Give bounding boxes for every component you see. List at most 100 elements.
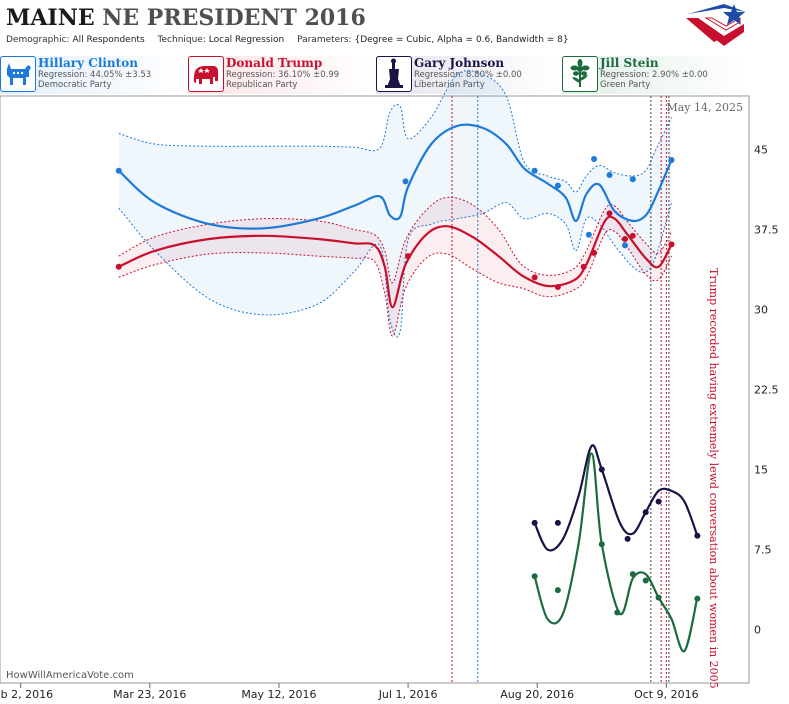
poll-points [115, 155, 701, 616]
poll-point [629, 176, 636, 183]
poll-point [694, 532, 701, 539]
band-lower-line [118, 202, 672, 338]
candidate-party: Democratic Party [38, 80, 112, 90]
poll-point [622, 242, 629, 249]
date-stamp: May 14, 2025 [666, 101, 743, 114]
event-annotation: Trump recorded having extremely lewd con… [707, 268, 720, 689]
liberty-icon [376, 56, 412, 92]
candidate-name: Gary Johnson [414, 56, 505, 70]
parameters-value: {Degree = Cubic, Alpha = 0.6, Bandwidth … [354, 35, 569, 45]
poll-point [629, 232, 636, 239]
poll-point [591, 249, 598, 256]
poll-point [668, 157, 675, 164]
site-logo-icon[interactable] [684, 2, 752, 52]
y-tick-label: 7.5 [754, 544, 772, 557]
event-lines [451, 96, 670, 683]
x-tick-label: Feb 2, 2016 [0, 688, 53, 701]
candidate-name: Jill Stein [600, 56, 659, 70]
poll-point [115, 167, 122, 174]
poll-point [655, 594, 662, 601]
candidate-name: Hillary Clinton [38, 56, 138, 70]
poll-point [642, 577, 649, 584]
title-state: MAINE [6, 5, 95, 31]
poll-point [655, 498, 662, 505]
candidate-regression: Regression: 36.10% ±0.99 [226, 70, 340, 80]
band-upper-line [118, 70, 672, 193]
x-axis-ticks: Feb 2, 2016 Mar 23, 2016 May 12, 2016 Jul 1… [0, 683, 699, 701]
parameters-line: Demographic: All Respondents Technique: … [6, 35, 569, 45]
donkey-icon [0, 56, 36, 92]
poll-point [554, 182, 561, 189]
band-lower-line [118, 228, 672, 337]
poll-point [531, 167, 538, 174]
y-tick-label: 0 [754, 624, 761, 637]
regression-lines [118, 123, 699, 653]
site-credit: HowWillAmericaVote.com [6, 670, 134, 681]
poll-point [598, 541, 605, 548]
legend-item-johnson[interactable]: Gary Johnson Regression: 8.80% ±0.00 Lib… [376, 56, 563, 94]
poll-point [402, 178, 409, 185]
poll-point [580, 263, 587, 270]
poll-point [598, 466, 605, 473]
x-tick-label: Aug 20, 2016 [500, 688, 574, 701]
poll-point [614, 609, 621, 616]
poll-point [668, 241, 675, 248]
header: MAINE NE PRESIDENT 2016 Demographic: All… [0, 0, 789, 55]
legend-item-clinton[interactable]: Hillary Clinton Regression: 44.05% ±3.53… [0, 56, 187, 94]
parameters-label: Parameters: [297, 35, 352, 45]
poll-point [585, 231, 592, 238]
poll-point [554, 587, 561, 594]
title-rest: NE PRESIDENT 2016 [102, 5, 366, 31]
candidate-party: Libertarian Party [414, 80, 485, 90]
poll-point [629, 571, 636, 578]
technique-label: Technique: [157, 35, 206, 45]
poll-point [405, 253, 412, 260]
demographic-label: Demographic: [6, 35, 70, 45]
poll-point [531, 573, 538, 580]
technique-value: Local Regression [208, 35, 285, 45]
candidate-party: Republican Party [226, 80, 298, 90]
poll-point [554, 519, 561, 526]
confidence-bands [118, 70, 672, 338]
candidate-party: Green Party [600, 80, 651, 90]
series-line [533, 452, 699, 653]
y-tick-label: 30 [754, 303, 768, 316]
y-tick-label: 45 [754, 143, 768, 156]
confidence-band [118, 70, 672, 338]
y-tick-label: 15 [754, 464, 768, 477]
candidate-name: Donald Trump [226, 56, 323, 70]
x-tick-label: Mar 23, 2016 [113, 688, 186, 701]
y-tick-label: 37.5 [754, 223, 779, 236]
candidate-regression: Regression: 44.05% ±3.53 [38, 70, 152, 80]
y-axis-ticks: 0 7.5 15 22.5 30 37.5 45 [754, 143, 779, 636]
candidate-regression: Regression: 2.90% ±0.00 [600, 70, 708, 80]
page-title: MAINE NE PRESIDENT 2016 [6, 5, 366, 31]
candidate-legend: Hillary Clinton Regression: 44.05% ±3.53… [0, 56, 750, 94]
poll-point [622, 236, 629, 243]
poll-point [115, 263, 122, 270]
plot-frame [0, 95, 750, 684]
poll-point [606, 171, 613, 178]
candidate-regression: Regression: 8.80% ±0.00 [414, 70, 522, 80]
x-tick-label: Jul 1, 2016 [378, 688, 438, 701]
elephant-icon [188, 56, 224, 92]
poll-point [642, 509, 649, 516]
flower-icon [562, 56, 598, 92]
confidence-band [118, 197, 672, 337]
poll-point [606, 210, 613, 217]
y-tick-label: 22.5 [754, 384, 779, 397]
legend-item-trump[interactable]: Donald Trump Regression: 36.10% ±0.99 Re… [188, 56, 375, 94]
x-tick-label: Oct 9, 2016 [634, 688, 699, 701]
poll-point [624, 535, 631, 542]
legend-item-stein[interactable]: Jill Stein Regression: 2.90% ±0.00 Green… [562, 56, 749, 94]
poll-point [554, 284, 561, 291]
poll-point [531, 274, 538, 281]
demographic-value: All Respondents [72, 35, 145, 45]
poll-point [694, 595, 701, 602]
series-line [118, 215, 673, 309]
poll-point [531, 519, 538, 526]
x-tick-label: May 12, 2016 [241, 688, 316, 701]
series-line [118, 123, 673, 230]
poll-point [591, 155, 598, 162]
